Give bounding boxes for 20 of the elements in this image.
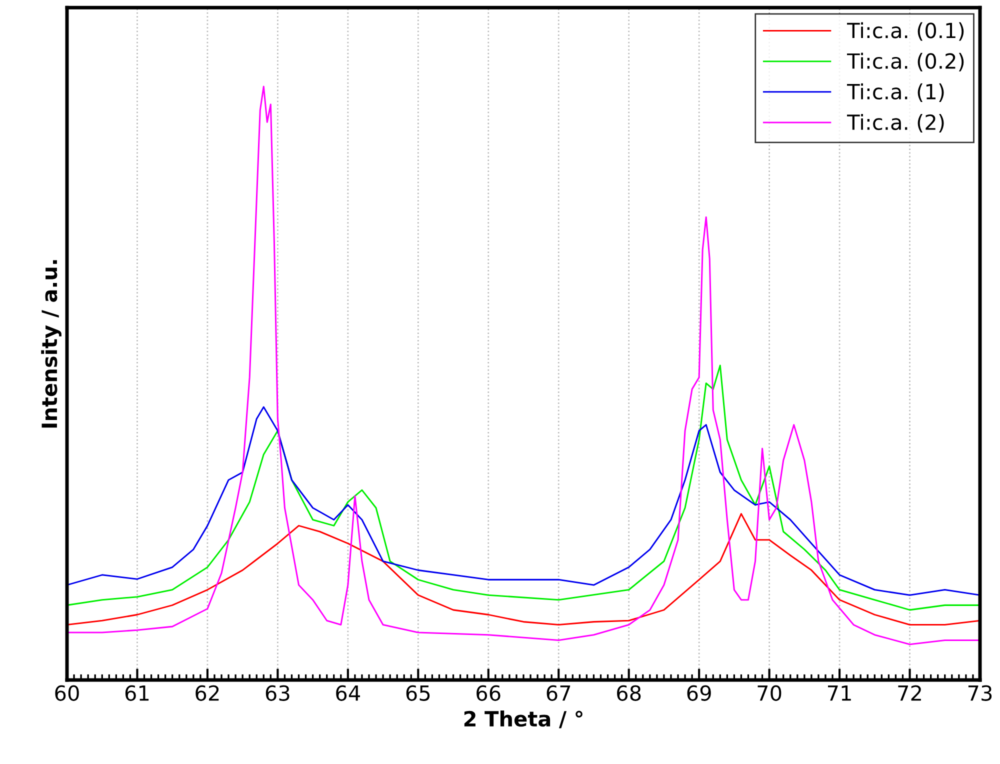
x-tick-label: 72: [898, 685, 921, 701]
x-tick-label: 73: [968, 685, 992, 701]
x-tick-label: 61: [125, 685, 149, 701]
x-tick-label: 62: [196, 685, 219, 701]
x-tick-label: 64: [336, 685, 360, 701]
x-tick-label: 63: [266, 685, 290, 701]
x-tick-label: 60: [55, 685, 79, 701]
legend-label: Ti:c.a. (1): [847, 83, 944, 102]
y-axis-title: Intensity / a.u.: [41, 260, 62, 428]
legend-label: Ti:c.a. (0.1): [847, 22, 964, 41]
legend-label: Ti:c.a. (2): [847, 114, 944, 133]
x-axis-title: 2 Theta / °: [464, 710, 582, 728]
x-tick-label: 67: [546, 685, 570, 701]
x-tick-label: 70: [758, 685, 782, 701]
x-tick-label: 66: [476, 685, 500, 701]
x-tick-label: 69: [687, 685, 711, 701]
x-tick-label: 68: [617, 685, 641, 701]
x-tick-label: 65: [406, 685, 430, 701]
x-tick-label: 71: [828, 685, 851, 701]
legend-label: Ti:c.a. (0.2): [847, 52, 964, 72]
